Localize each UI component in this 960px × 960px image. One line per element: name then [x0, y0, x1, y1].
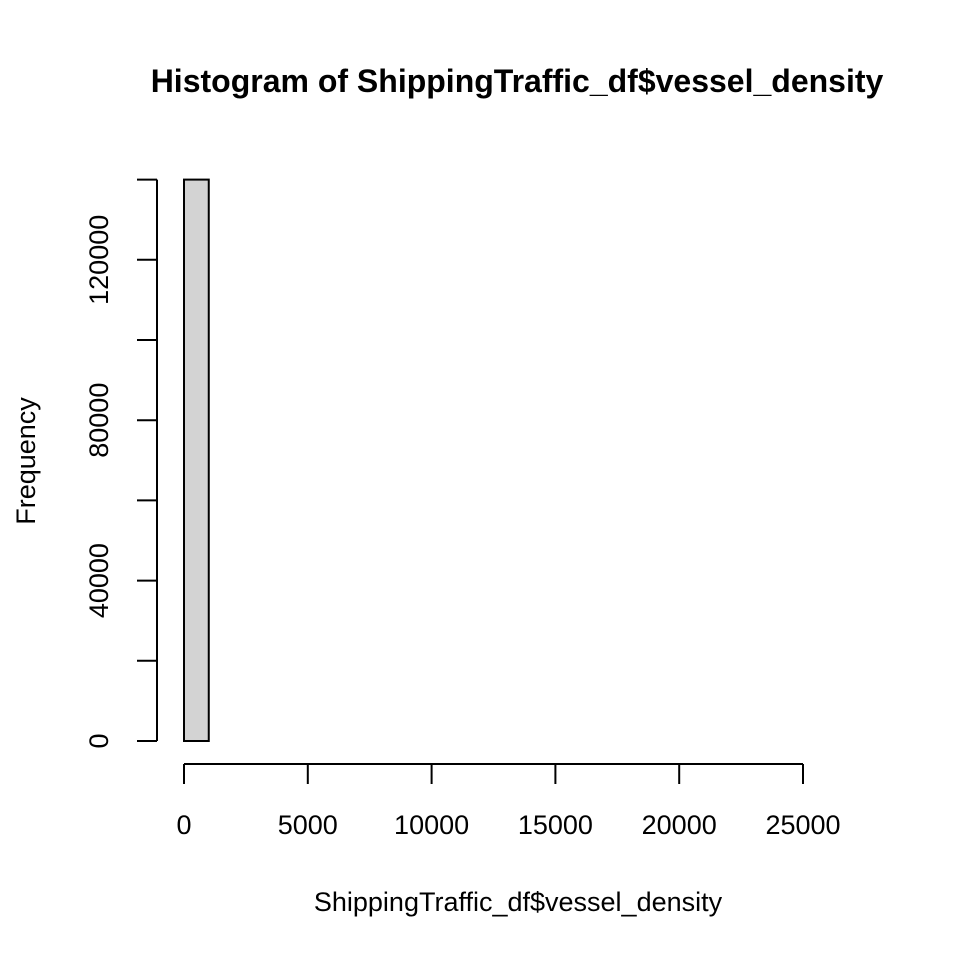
y-axis-title: Frequency [11, 397, 41, 525]
x-axis: 0 5000 10000 15000 20000 25000 [176, 763, 841, 840]
histogram-bars [183, 178, 210, 743]
chart-title: Histogram of ShippingTraffic_df$vessel_d… [151, 63, 884, 99]
y-tick-label: 0 [84, 733, 114, 748]
x-tick-label: 15000 [518, 810, 593, 840]
x-tick-label: 10000 [394, 810, 469, 840]
y-tick-label: 40000 [84, 543, 114, 618]
x-tick-label: 25000 [765, 810, 840, 840]
x-axis-title: ShippingTraffic_df$vessel_density [314, 887, 723, 917]
x-tick-label: 5000 [278, 810, 338, 840]
x-tick-label: 20000 [642, 810, 717, 840]
y-axis: 0 40000 80000 120000 [84, 178, 158, 749]
histogram-bar [183, 178, 210, 743]
y-tick-label: 80000 [84, 383, 114, 458]
y-tick-label: 120000 [84, 215, 114, 305]
x-tick-label: 0 [176, 810, 191, 840]
